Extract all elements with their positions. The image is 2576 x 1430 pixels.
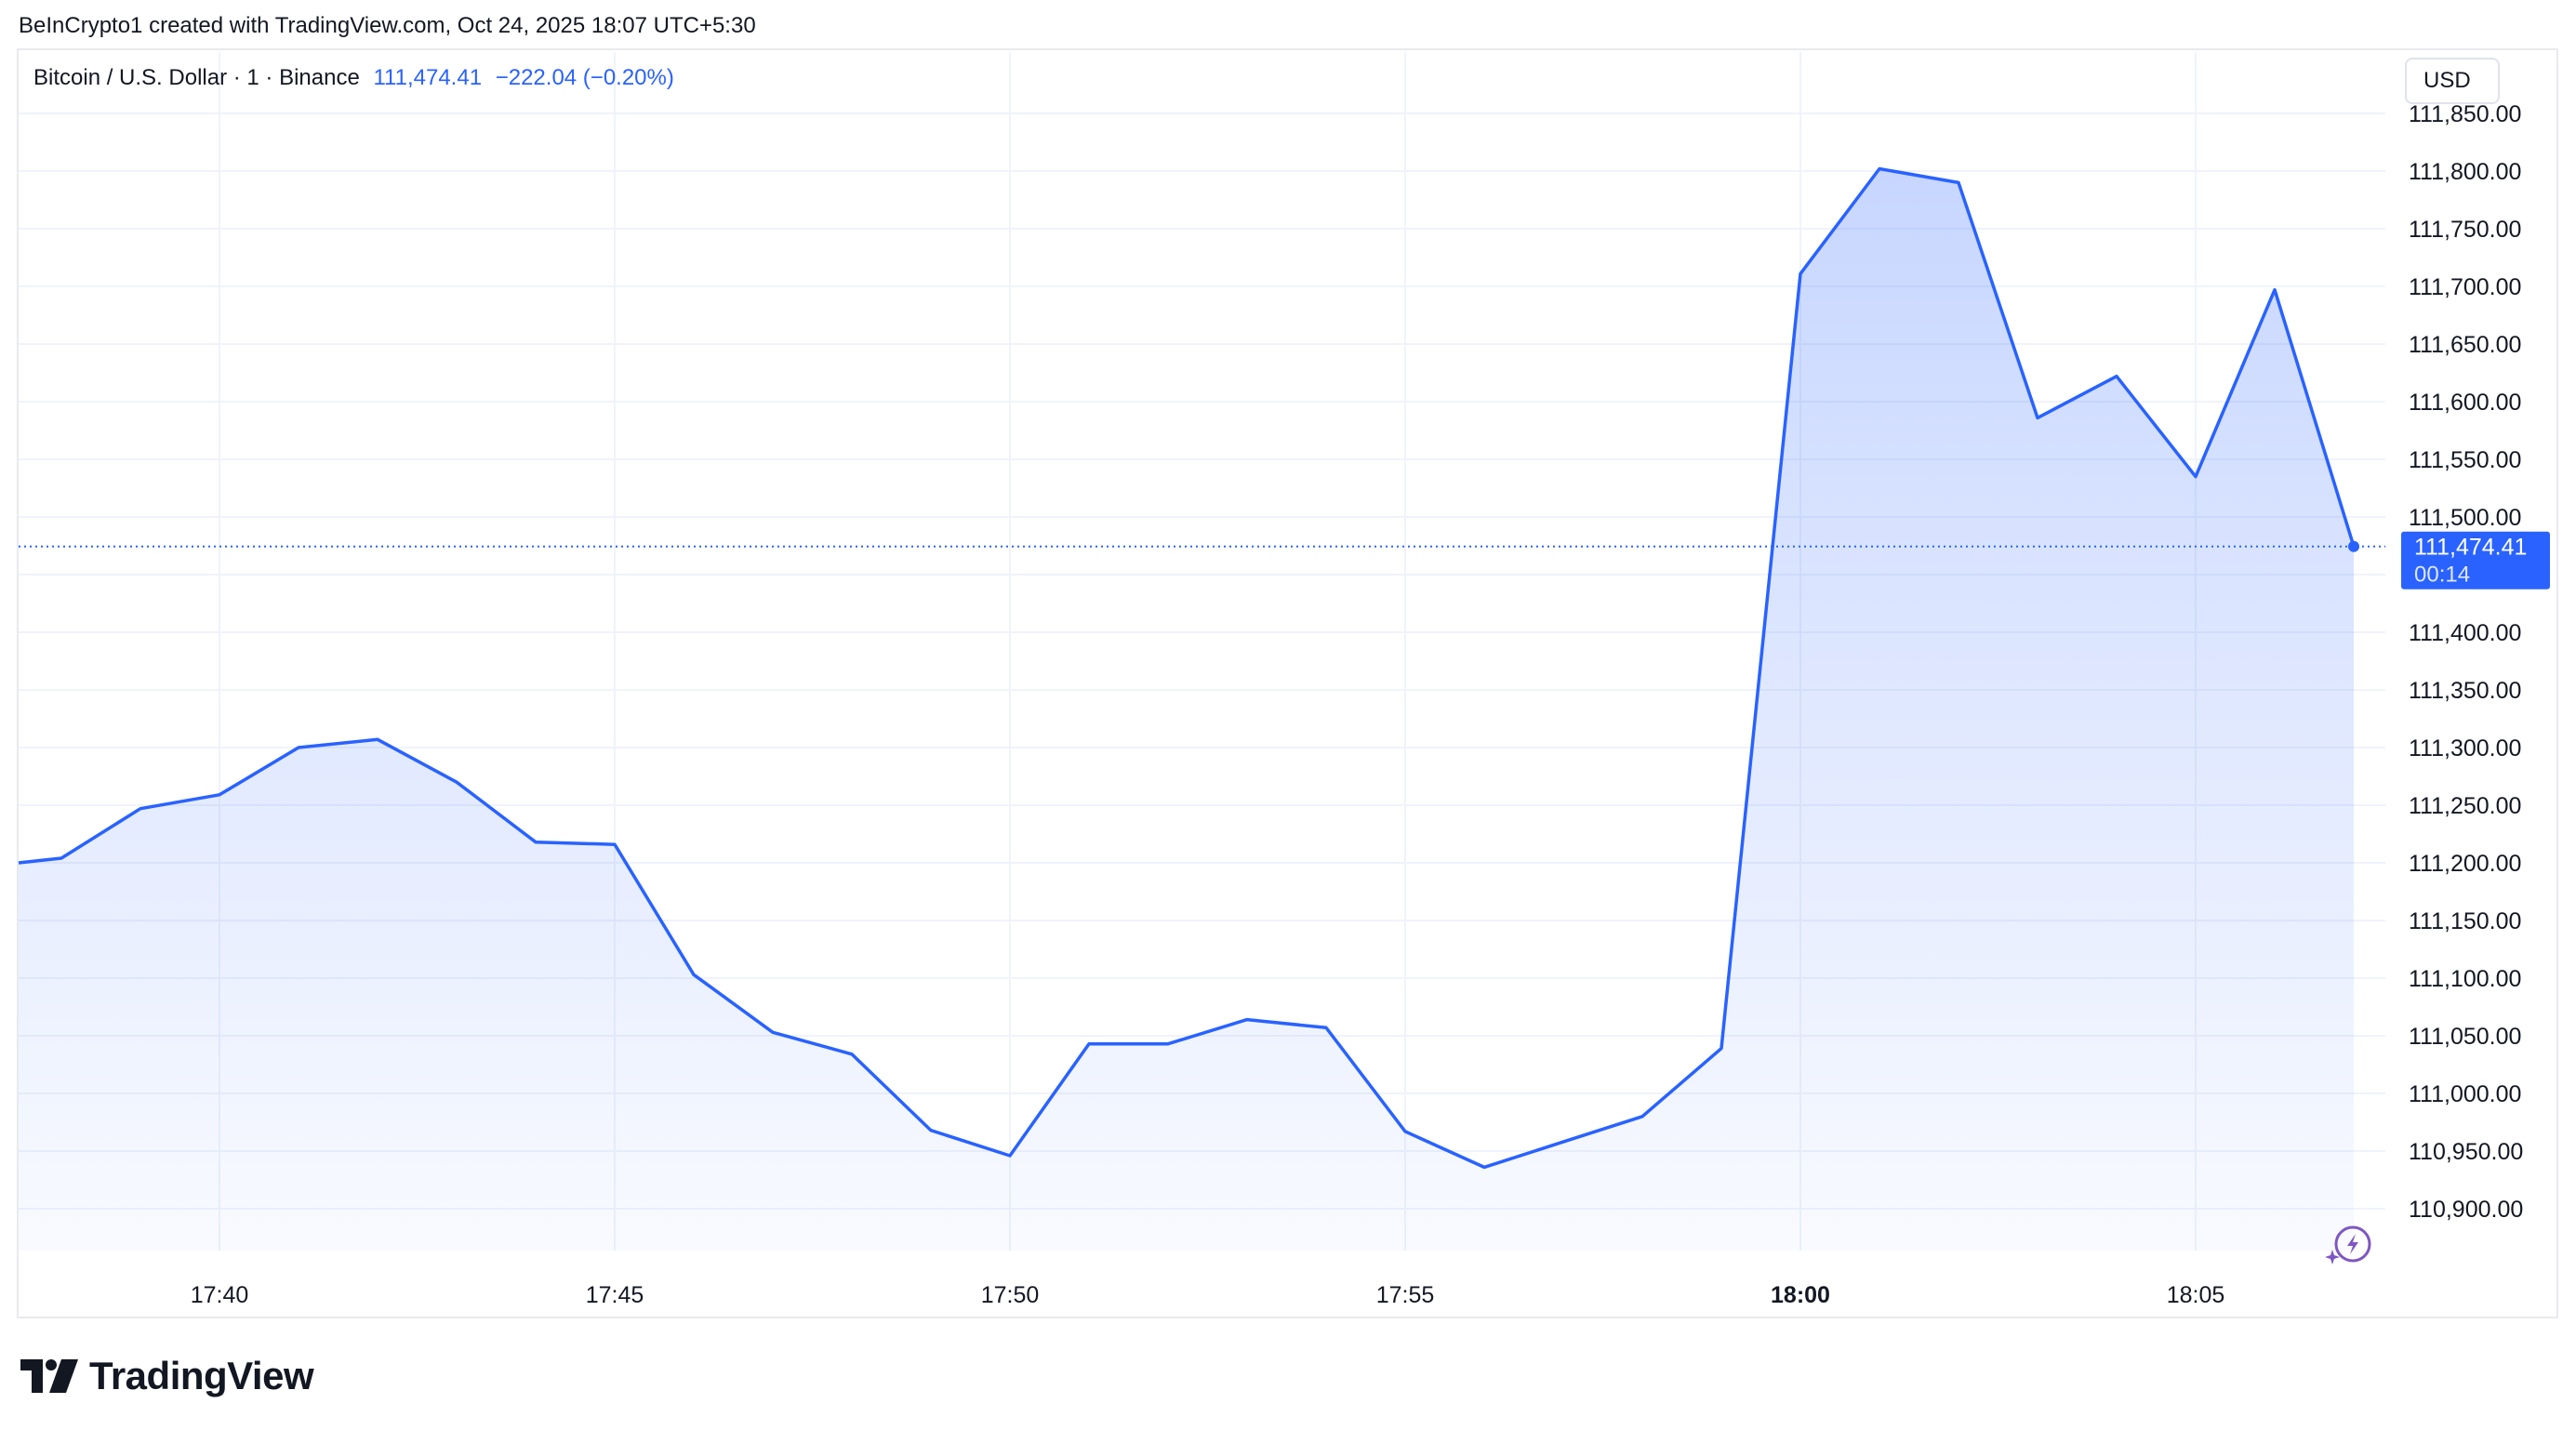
data-point-17:49 — [928, 1128, 934, 1133]
y-tick-label: 111,400.00 — [2409, 620, 2521, 646]
sparkle-lightning-icon[interactable] — [2325, 1225, 2371, 1264]
y-tick-label: 111,050.00 — [2409, 1024, 2521, 1050]
price-area — [19, 168, 2354, 1251]
x-tick-label: 17:45 — [586, 1282, 644, 1308]
tradingview-logo[interactable]: TradingView — [20, 1348, 314, 1404]
data-point-18:04 — [2114, 374, 2119, 379]
data-point-17:38 — [59, 855, 64, 861]
legend-change: −222.04 (−0.20%) — [495, 65, 674, 90]
y-tick-label: 111,300.00 — [2409, 735, 2521, 761]
price-line — [18, 166, 2356, 1170]
data-point-17:39 — [138, 806, 143, 812]
y-tick-label: 111,500.00 — [2409, 505, 2521, 531]
data-point-18:01 — [1877, 166, 1882, 172]
y-tick-label: 111,750.00 — [2409, 217, 2521, 243]
data-point-17:55 — [1402, 1129, 1408, 1134]
x-tick-label: 18:00 — [1771, 1282, 1830, 1308]
y-tick-label: 111,150.00 — [2409, 908, 2521, 934]
last-price-value: 111,474.41 — [2414, 535, 2527, 561]
price-area-fill — [19, 168, 2354, 1251]
data-point-18:05 — [2193, 474, 2198, 480]
x-tick-label: 17:50 — [981, 1282, 1040, 1308]
data-point-17:48 — [849, 1052, 855, 1057]
y-tick-label: 111,800.00 — [2409, 159, 2521, 185]
price-line-series — [18, 166, 2385, 1170]
data-point-18:00 — [1798, 271, 1803, 276]
data-point-17:52 — [1165, 1041, 1171, 1047]
y-tick-label: 111,250.00 — [2409, 793, 2521, 819]
y-tick-label: 111,650.00 — [2409, 332, 2521, 358]
y-tick-label: 111,200.00 — [2409, 851, 2521, 877]
symbol-legend: Bitcoin / U.S. Dollar · 1 · Binance 111,… — [33, 65, 674, 91]
data-point-17:43 — [454, 779, 459, 785]
data-point-18:03 — [2035, 415, 2040, 420]
data-point-17:41 — [296, 745, 301, 750]
y-tick-label: 111,600.00 — [2409, 390, 2521, 416]
chart-frame — [17, 48, 2558, 1318]
data-point-17:53 — [1244, 1017, 1250, 1023]
data-point-17:44 — [533, 840, 538, 845]
bar-countdown: 00:14 — [2414, 563, 2470, 588]
y-tick-label: 111,700.00 — [2409, 274, 2521, 300]
last-price-tag — [2401, 531, 2550, 589]
tradingview-logo-icon — [20, 1359, 78, 1393]
data-point-18:06 — [2272, 287, 2277, 293]
data-point-17:59 — [1719, 1046, 1724, 1052]
data-point-17:42 — [375, 736, 380, 742]
data-point-17:58 — [1640, 1114, 1645, 1119]
data-point-17:56 — [1481, 1164, 1487, 1170]
legend-price: 111,474.41 — [373, 65, 483, 90]
x-tick-label: 17:55 — [1376, 1282, 1435, 1308]
time-axis: 17:40 17:45 17:50 17:55 18:00 18:05 — [191, 1282, 2225, 1308]
symbol-name[interactable]: Bitcoin / U.S. Dollar · 1 · Binance — [33, 65, 360, 90]
data-point-17:45 — [612, 841, 617, 847]
data-point-17:51 — [1086, 1041, 1092, 1047]
data-point-17:57 — [1560, 1139, 1566, 1145]
y-tick-label: 111,000.00 — [2409, 1081, 2521, 1107]
brand-name: TradingView — [89, 1354, 314, 1397]
y-tick-label: 110,950.00 — [2409, 1139, 2523, 1165]
x-tick-label: 17:40 — [191, 1282, 249, 1308]
data-point-17:46 — [691, 972, 697, 977]
price-axis: 110,900.00 110,950.00 111,000.00 111,050.00… — [2409, 101, 2523, 1223]
data-point-17:50 — [1007, 1153, 1013, 1159]
last-price-dot — [2348, 540, 2359, 552]
y-tick-label: 111,550.00 — [2409, 447, 2521, 473]
y-tick-label: 111,100.00 — [2409, 966, 2521, 992]
x-tick-label: 18:05 — [2167, 1282, 2225, 1308]
currency-button[interactable]: USD — [2405, 58, 2500, 104]
chart-credit-line: BeInCrypto1 created with TradingView.com… — [19, 13, 756, 38]
data-point-17:54 — [1323, 1025, 1329, 1030]
data-point-18:02 — [1956, 179, 1961, 185]
data-point-17:40 — [217, 792, 222, 798]
y-tick-label: 110,900.00 — [2409, 1197, 2523, 1223]
y-tick-label: 111,350.00 — [2409, 678, 2521, 704]
y-tick-label: 111,850.00 — [2409, 101, 2521, 127]
data-point-17:47 — [770, 1029, 776, 1035]
